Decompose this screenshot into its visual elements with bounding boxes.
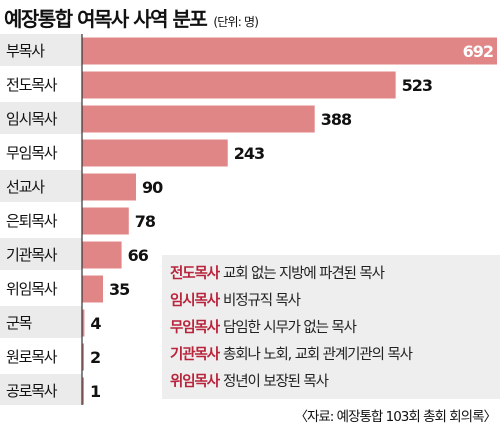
category-label: 전도목사 xyxy=(6,76,58,94)
legend-description: 총회나 노회, 교회 관계기관의 목사 xyxy=(222,347,413,363)
bar xyxy=(82,37,497,65)
legend-description: 정년이 보장된 목사 xyxy=(222,374,329,390)
category-label: 선교사 xyxy=(6,178,45,196)
category-label: 임시목사 xyxy=(6,110,58,128)
value-label: 66 xyxy=(128,246,149,265)
row-shade xyxy=(0,374,82,405)
bar xyxy=(82,105,315,133)
chart-title-block: 예장통합 여목사 사역 분포 (단위: 명) xyxy=(4,3,259,32)
bar xyxy=(82,343,84,371)
legend-description: 담임한 시무가 없는 목사 xyxy=(222,320,357,336)
chart-title: 예장통합 여목사 사역 분포 xyxy=(4,7,208,31)
value-label: 388 xyxy=(321,110,352,129)
unit-note: (단위: 명) xyxy=(213,15,259,29)
category-label: 무임목사 xyxy=(6,144,58,162)
legend-term: 임시목사 xyxy=(170,293,220,309)
value-label: 1 xyxy=(90,382,101,401)
bar xyxy=(82,377,84,405)
value-label: 35 xyxy=(109,280,130,299)
bar xyxy=(82,309,85,337)
legend-box: 전도목사 교회 없는 지방에 파견된 목사 임시목사 비정규직 목사 무임목사 담임한… xyxy=(162,255,500,399)
row-shade xyxy=(0,306,82,338)
category-label: 부목사 xyxy=(6,42,45,60)
category-label: 원로목사 xyxy=(6,348,58,366)
row-shade xyxy=(0,34,82,66)
row-shade xyxy=(0,102,82,134)
bar xyxy=(82,139,228,167)
legend-term: 위임목사 xyxy=(170,374,220,390)
legend-item: 위임목사 정년이 보장된 목사 xyxy=(170,369,500,396)
row-shade xyxy=(0,170,82,202)
bar xyxy=(82,71,396,99)
bar xyxy=(82,241,122,269)
legend-description: 교회 없는 지방에 파견된 목사 xyxy=(222,266,385,282)
legend-term: 전도목사 xyxy=(170,266,220,282)
legend-item: 전도목사 교회 없는 지방에 파견된 목사 xyxy=(170,261,500,288)
row-shade xyxy=(0,238,82,270)
value-label: 692 xyxy=(463,42,493,61)
category-label: 공로목사 xyxy=(6,382,58,400)
category-label: 은퇴목사 xyxy=(6,212,58,230)
legend-description: 비정규직 목사 xyxy=(222,293,301,309)
legend-item: 임시목사 비정규직 목사 xyxy=(170,288,500,315)
bar xyxy=(82,207,129,235)
value-label: 78 xyxy=(135,212,156,231)
bar-chart: 부목사 692 전도목사 523 임시목사 388 무임목사 243 선교사 90 은퇴목사 78 기관… xyxy=(0,34,497,405)
bar xyxy=(82,275,103,303)
category-label: 기관목사 xyxy=(6,246,58,264)
bar xyxy=(82,173,136,201)
legend-item: 무임목사 담임한 시무가 없는 목사 xyxy=(170,315,500,342)
value-label: 243 xyxy=(234,144,264,163)
category-label: 위임목사 xyxy=(6,280,58,298)
category-label: 군목 xyxy=(6,314,32,332)
source-note: 〈자료: 예장통합 103회 총회 회의록〉 xyxy=(294,409,497,425)
legend-term: 기관목사 xyxy=(170,347,220,363)
legend-term: 무임목사 xyxy=(170,320,220,336)
legend-item: 기관목사 총회나 노회, 교회 관계기관의 목사 xyxy=(170,342,500,369)
value-label: 2 xyxy=(90,348,100,367)
value-label: 523 xyxy=(402,76,432,95)
value-label: 4 xyxy=(90,314,101,333)
value-label: 90 xyxy=(142,178,163,197)
